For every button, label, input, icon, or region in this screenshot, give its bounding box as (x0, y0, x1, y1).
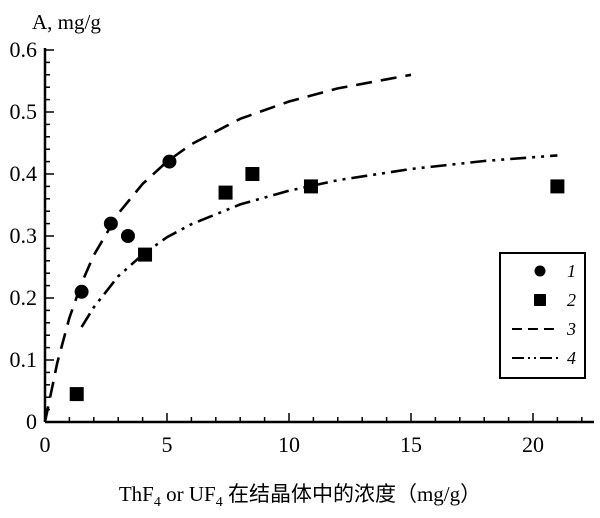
x-tick-label: 20 (522, 432, 544, 457)
series-2-point (550, 179, 565, 194)
x-tick-label: 15 (400, 432, 422, 457)
legend-marker-circle (534, 265, 546, 277)
y-tick-label: 0.2 (10, 285, 38, 310)
series-2-point (218, 185, 233, 200)
y-tick-label: 0.5 (10, 99, 38, 124)
x-tick-label: 0 (40, 432, 51, 457)
series-1-point (120, 229, 135, 243)
legend-label: 1 (567, 261, 576, 281)
series-2-point (303, 179, 318, 194)
y-tick-label: 0.3 (10, 223, 38, 248)
legend-marker-square (534, 294, 546, 306)
y-tick-label: 0.1 (10, 347, 38, 372)
y-axis-label: A, mg/g (32, 10, 101, 34)
legend-label: 3 (566, 319, 576, 339)
x-tick-label: 5 (162, 432, 173, 457)
y-tick-label: 0.6 (10, 37, 38, 62)
series-4-curve (80, 154, 558, 328)
y-tick-label: 0.4 (10, 161, 38, 186)
series-2-point (245, 167, 260, 181)
legend-label: 2 (567, 290, 576, 310)
x-axis-label: ThF4 or UF4 在结晶体中的浓度（mg/g） (118, 482, 482, 511)
legend: 1 2 3 4 (499, 252, 586, 379)
series-2-point (69, 387, 84, 402)
plot-area: 0 5 10 15 20 0 0.1 0.2 0.3 0.4 0.5 0.6 1 2 3 4 (10, 37, 594, 457)
x-tick-label: 10 (278, 432, 300, 457)
y-tick-label: 0 (26, 409, 37, 434)
legend-label: 4 (567, 348, 576, 368)
series-3-curve (43, 73, 412, 423)
